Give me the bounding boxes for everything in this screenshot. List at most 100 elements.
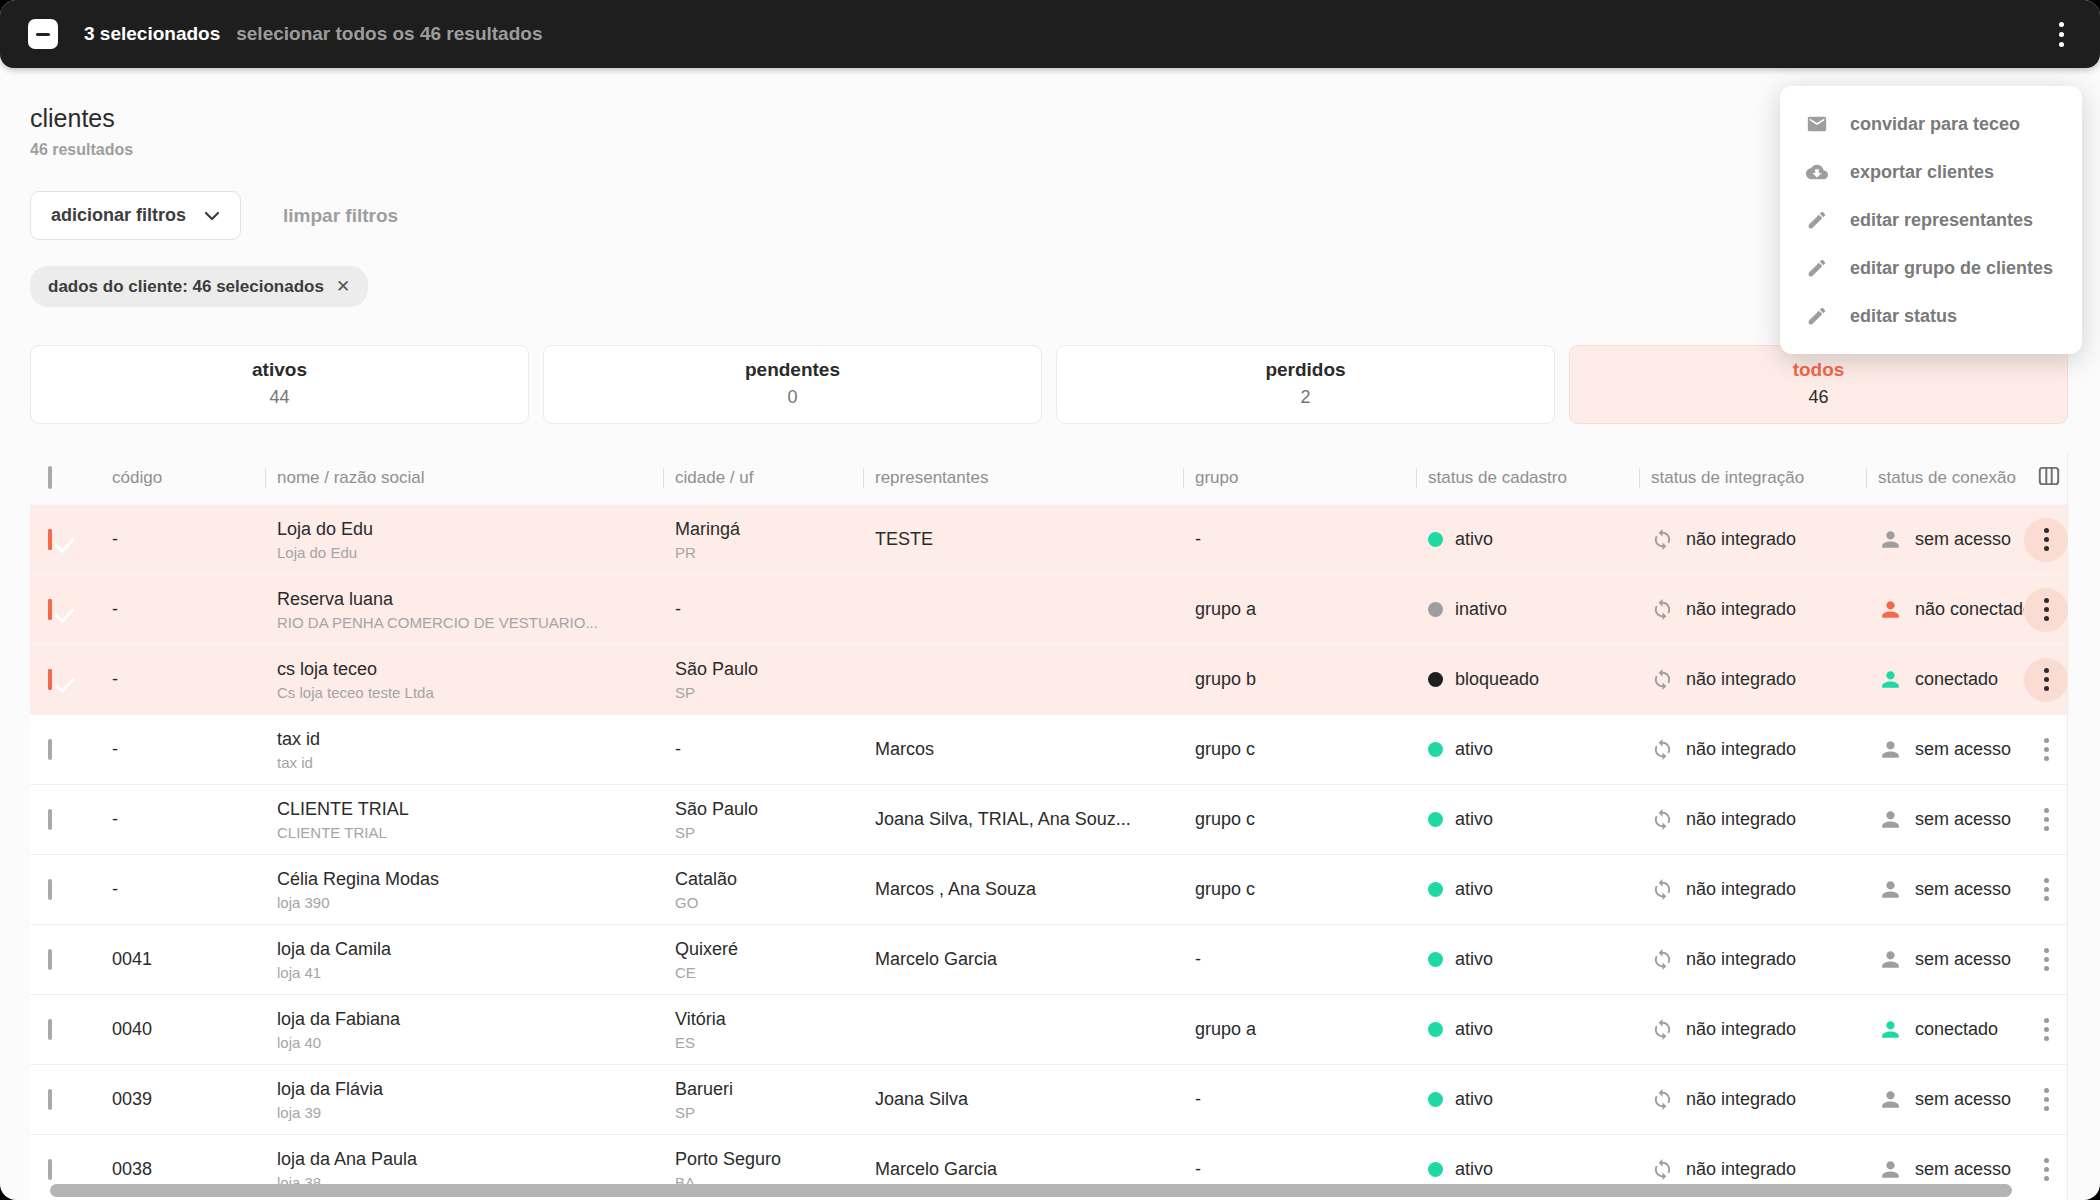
status-dot-teal	[1428, 812, 1443, 827]
representatives-cell: Joana Silva, TRIAL, Ana Souz...	[863, 809, 1183, 830]
pencil-icon	[1806, 209, 1828, 231]
horizontal-scrollbar[interactable]	[50, 1184, 2012, 1197]
row-checkbox[interactable]	[48, 809, 52, 830]
row-kebab-icon[interactable]	[2024, 518, 2068, 562]
row-checkbox-cell	[30, 531, 100, 549]
columns-icon[interactable]	[2036, 463, 2062, 489]
tab-pendentes[interactable]: pendentes0	[543, 345, 1042, 424]
row-checkbox-cell	[30, 741, 100, 759]
connection-status-label: conectado	[1915, 669, 1998, 690]
chevron-down-icon	[204, 211, 220, 221]
row-kebab-icon[interactable]	[2024, 658, 2068, 702]
representatives-cell: Marcos , Ana Souza	[863, 879, 1183, 900]
connection-status-cell: sem acesso	[1866, 1157, 2024, 1182]
registration-status-label: ativo	[1455, 879, 1493, 900]
bulk-actions-kebab-icon[interactable]	[2053, 16, 2070, 53]
bulk-actions-menu: convidar para teceoexportar clientesedit…	[1780, 86, 2082, 354]
select-all-results-link[interactable]: selecionar todos os 46 resultados	[236, 23, 542, 45]
status-dot-teal	[1428, 1022, 1443, 1037]
group-cell: grupo a	[1183, 1019, 1416, 1040]
name-cell: CLIENTE TRIALCLIENTE TRIAL	[265, 799, 663, 841]
selection-bar: 3 selecionados selecionar todos os 46 re…	[0, 0, 2100, 68]
connection-status-cell: sem acesso	[1866, 947, 2024, 972]
integration-status-label: não integrado	[1686, 949, 1796, 970]
row-actions-cell	[2024, 588, 2068, 632]
menu-item-editar-status[interactable]: editar status	[1780, 292, 2082, 340]
menu-item-editar-grupo-de-clientes[interactable]: editar grupo de clientes	[1780, 244, 2082, 292]
registration-status-label: inativo	[1455, 599, 1507, 620]
row-actions-cell	[2024, 1078, 2068, 1122]
tab-ativos[interactable]: ativos44	[30, 345, 529, 424]
status-dot-teal	[1428, 952, 1443, 967]
column-header-2: nome / razão social	[265, 468, 663, 488]
row-checkbox[interactable]	[48, 949, 52, 970]
row-kebab-icon[interactable]	[2024, 938, 2068, 982]
connection-status-cell: conectado	[1866, 667, 2024, 692]
row-kebab-icon[interactable]	[2024, 1008, 2068, 1052]
status-dot-teal	[1428, 742, 1443, 757]
clients-page: 3 selecionados selecionar todos os 46 re…	[0, 0, 2100, 1200]
select-all-indeterminate-checkbox[interactable]	[28, 19, 58, 49]
menu-item-editar-representantes[interactable]: editar representantes	[1780, 196, 2082, 244]
row-kebab-icon[interactable]	[2024, 588, 2068, 632]
row-checkbox[interactable]	[48, 1019, 52, 1040]
tab-perdidos[interactable]: perdidos2	[1056, 345, 1555, 424]
state-uf: SP	[675, 824, 863, 841]
row-kebab-icon[interactable]	[2024, 868, 2068, 912]
connection-status-label: sem acesso	[1915, 1159, 2011, 1180]
code-cell: -	[100, 529, 265, 550]
row-checkbox[interactable]	[48, 879, 52, 900]
city-cell: São PauloSP	[663, 799, 863, 841]
client-legal-name: tax id	[277, 754, 663, 771]
registration-status-cell: ativo	[1416, 739, 1639, 760]
city-name: -	[675, 599, 863, 620]
sync-icon	[1651, 598, 1674, 621]
row-checkbox[interactable]	[48, 739, 52, 760]
city-cell: -	[663, 739, 863, 760]
sync-icon	[1651, 878, 1674, 901]
code-cell: -	[100, 879, 265, 900]
row-checkbox[interactable]	[48, 669, 52, 690]
row-kebab-icon[interactable]	[2024, 1078, 2068, 1122]
row-checkbox-cell	[30, 951, 100, 969]
sync-icon	[1651, 1158, 1674, 1181]
selected-count-label: 3 selecionados	[84, 23, 220, 45]
chip-close-icon[interactable]: ✕	[336, 276, 350, 297]
registration-status-cell: ativo	[1416, 1019, 1639, 1040]
city-cell: QuixeréCE	[663, 939, 863, 981]
menu-item-label: editar status	[1850, 306, 1957, 327]
tab-todos[interactable]: todos46	[1569, 345, 2068, 424]
name-cell: tax idtax id	[265, 729, 663, 771]
state-uf: CE	[675, 964, 863, 981]
registration-status-label: ativo	[1455, 1019, 1493, 1040]
client-name: loja da Ana Paula	[277, 1149, 663, 1170]
clear-filters-link[interactable]: limpar filtros	[283, 205, 398, 227]
pencil-icon	[1806, 305, 1828, 327]
row-checkbox[interactable]	[48, 1089, 52, 1110]
row-checkbox[interactable]	[48, 1159, 52, 1180]
connection-status-cell: sem acesso	[1866, 877, 2024, 902]
row-actions-cell	[2024, 938, 2068, 982]
code-cell: 0041	[100, 949, 265, 970]
row-kebab-icon[interactable]	[2024, 1148, 2068, 1192]
row-kebab-icon[interactable]	[2024, 798, 2068, 842]
tab-count: 44	[31, 387, 528, 408]
group-cell: -	[1183, 1089, 1416, 1110]
add-filters-button[interactable]: adicionar filtros	[30, 191, 241, 240]
select-all-checkbox[interactable]	[48, 466, 52, 489]
person-icon	[1878, 737, 1903, 762]
menu-item-convidar-para-teceo[interactable]: convidar para teceo	[1780, 100, 2082, 148]
person-icon	[1878, 1017, 1903, 1042]
status-dot-teal	[1428, 1092, 1443, 1107]
filter-chip[interactable]: dados do cliente: 46 selecionados ✕	[30, 266, 368, 307]
status-dot-black	[1428, 672, 1443, 687]
group-cell: grupo a	[1183, 599, 1416, 620]
row-kebab-icon[interactable]	[2024, 728, 2068, 772]
sync-icon	[1651, 948, 1674, 971]
table-row: -CLIENTE TRIALCLIENTE TRIALSão PauloSPJo…	[30, 784, 2067, 854]
menu-item-exportar-clientes[interactable]: exportar clientes	[1780, 148, 2082, 196]
row-checkbox[interactable]	[48, 529, 52, 550]
client-name: loja da Fabiana	[277, 1009, 663, 1030]
state-uf: PR	[675, 544, 863, 561]
row-checkbox[interactable]	[48, 599, 52, 620]
